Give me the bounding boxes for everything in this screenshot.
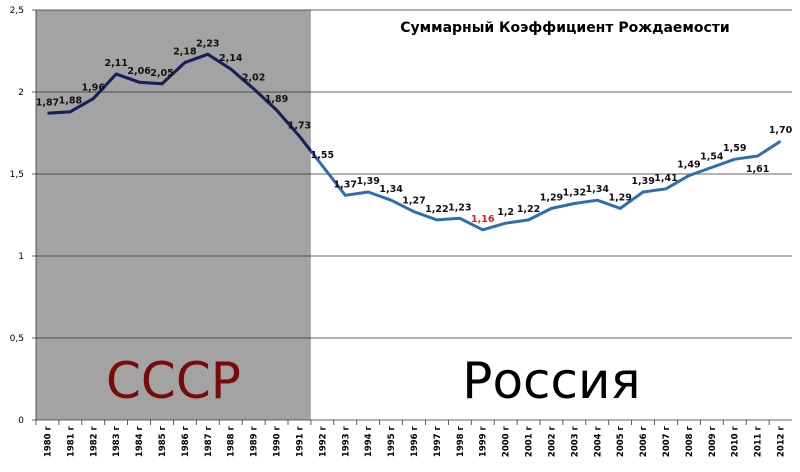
data-line	[47, 52, 311, 154]
x-tick-label: 2004 г	[593, 425, 603, 457]
x-tick-label: 2000 г	[502, 425, 512, 457]
x-tick-label: 1981 г	[66, 425, 76, 457]
data-label: 1,87	[36, 97, 59, 108]
data-label: 1,49	[677, 160, 700, 171]
x-tick-label: 1991 г	[295, 425, 305, 457]
data-label: 1,39	[356, 176, 379, 187]
region-label: Россия	[462, 352, 640, 410]
data-label: 2,05	[150, 68, 173, 79]
x-tick-label: 1984 г	[135, 425, 145, 457]
data-label: 2,23	[196, 38, 219, 49]
x-tick-label: 2008 г	[685, 425, 695, 457]
y-tick-label: 2,5	[10, 6, 24, 16]
data-label: 1,22	[425, 204, 448, 215]
y-tick-label: 0	[18, 416, 24, 426]
x-tick-label: 1983 г	[112, 425, 122, 457]
x-tick-label: 1986 г	[181, 425, 191, 457]
y-tick-label: 0,5	[10, 334, 24, 344]
x-tick-label: 1993 г	[341, 425, 351, 457]
data-label: 2,06	[127, 66, 151, 77]
data-label: 1,89	[265, 94, 288, 105]
background	[36, 10, 792, 420]
x-tick-label: 2005 г	[616, 425, 626, 457]
x-tick-label: 1985 г	[158, 425, 168, 457]
chart-title: Суммарный Коэффициент Рождаемости	[400, 20, 729, 36]
data-label: 2,14	[219, 53, 243, 64]
x-tick-label: 1999 г	[479, 425, 489, 457]
data-label: 1,34	[379, 184, 403, 195]
data-label: 1,27	[402, 196, 425, 207]
data-label: 1,41	[654, 173, 677, 184]
data-label: 1,59	[723, 143, 746, 154]
x-tick-label: 1997 г	[433, 425, 443, 457]
x-tick-label: 1988 г	[227, 425, 237, 457]
data-label: 1,54	[700, 151, 724, 162]
data-label: 1,37	[334, 179, 357, 190]
x-tick-label: 2002 г	[547, 425, 557, 457]
region-background	[36, 10, 311, 420]
data-label: 1,70	[769, 125, 793, 136]
x-tick-label: 1994 г	[364, 425, 374, 457]
x-tick-label: 1995 г	[387, 425, 397, 457]
x-tick-label: 1990 г	[273, 425, 283, 457]
data-label: 2,11	[104, 58, 127, 69]
x-tick-label: 2006 г	[639, 425, 649, 457]
region-label: СССР	[106, 352, 241, 410]
x-tick-label: 1996 г	[410, 425, 420, 457]
data-label: 1,34	[586, 184, 610, 195]
x-tick-label: 1987 г	[204, 425, 214, 457]
data-label: 1,23	[448, 202, 471, 213]
data-label: 1,55	[311, 150, 334, 161]
region-background	[310, 10, 792, 420]
x-tick-label: 2009 г	[708, 425, 718, 457]
data-label: 1,39	[631, 176, 654, 187]
data-label: 1,2	[497, 207, 514, 218]
data-label: 1,22	[517, 204, 540, 215]
data-label: 1,73	[288, 120, 311, 131]
x-tick-label: 1998 г	[456, 425, 466, 457]
y-tick-label: 2	[18, 88, 24, 98]
data-label: 2,18	[173, 46, 197, 57]
x-tick-label: 2010 г	[731, 425, 741, 457]
x-tick-label: 2007 г	[662, 425, 672, 457]
x-tick-label: 1980 г	[43, 425, 53, 457]
x-tick-label: 1989 г	[250, 425, 260, 457]
x-tick-label: 2011 г	[754, 425, 764, 457]
x-tick-label: 2003 г	[570, 425, 580, 457]
data-label: 1,16	[471, 214, 495, 225]
x-tick-label: 1982 г	[89, 425, 99, 457]
x-tick-label: 1992 г	[318, 425, 328, 457]
y-tick-label: 1	[18, 252, 24, 262]
data-label: 1,96	[82, 83, 106, 94]
x-tick-label: 2001 г	[525, 425, 535, 457]
x-tick-label: 2012 г	[777, 425, 787, 457]
data-label: 1,29	[540, 192, 563, 203]
data-label: 1,61	[746, 164, 769, 175]
y-tick-label: 1,5	[10, 170, 24, 180]
data-label: 1,88	[59, 96, 83, 107]
data-label: 1,29	[608, 192, 631, 203]
data-label: 1,32	[563, 188, 586, 199]
data-label: 2,02	[242, 73, 265, 84]
